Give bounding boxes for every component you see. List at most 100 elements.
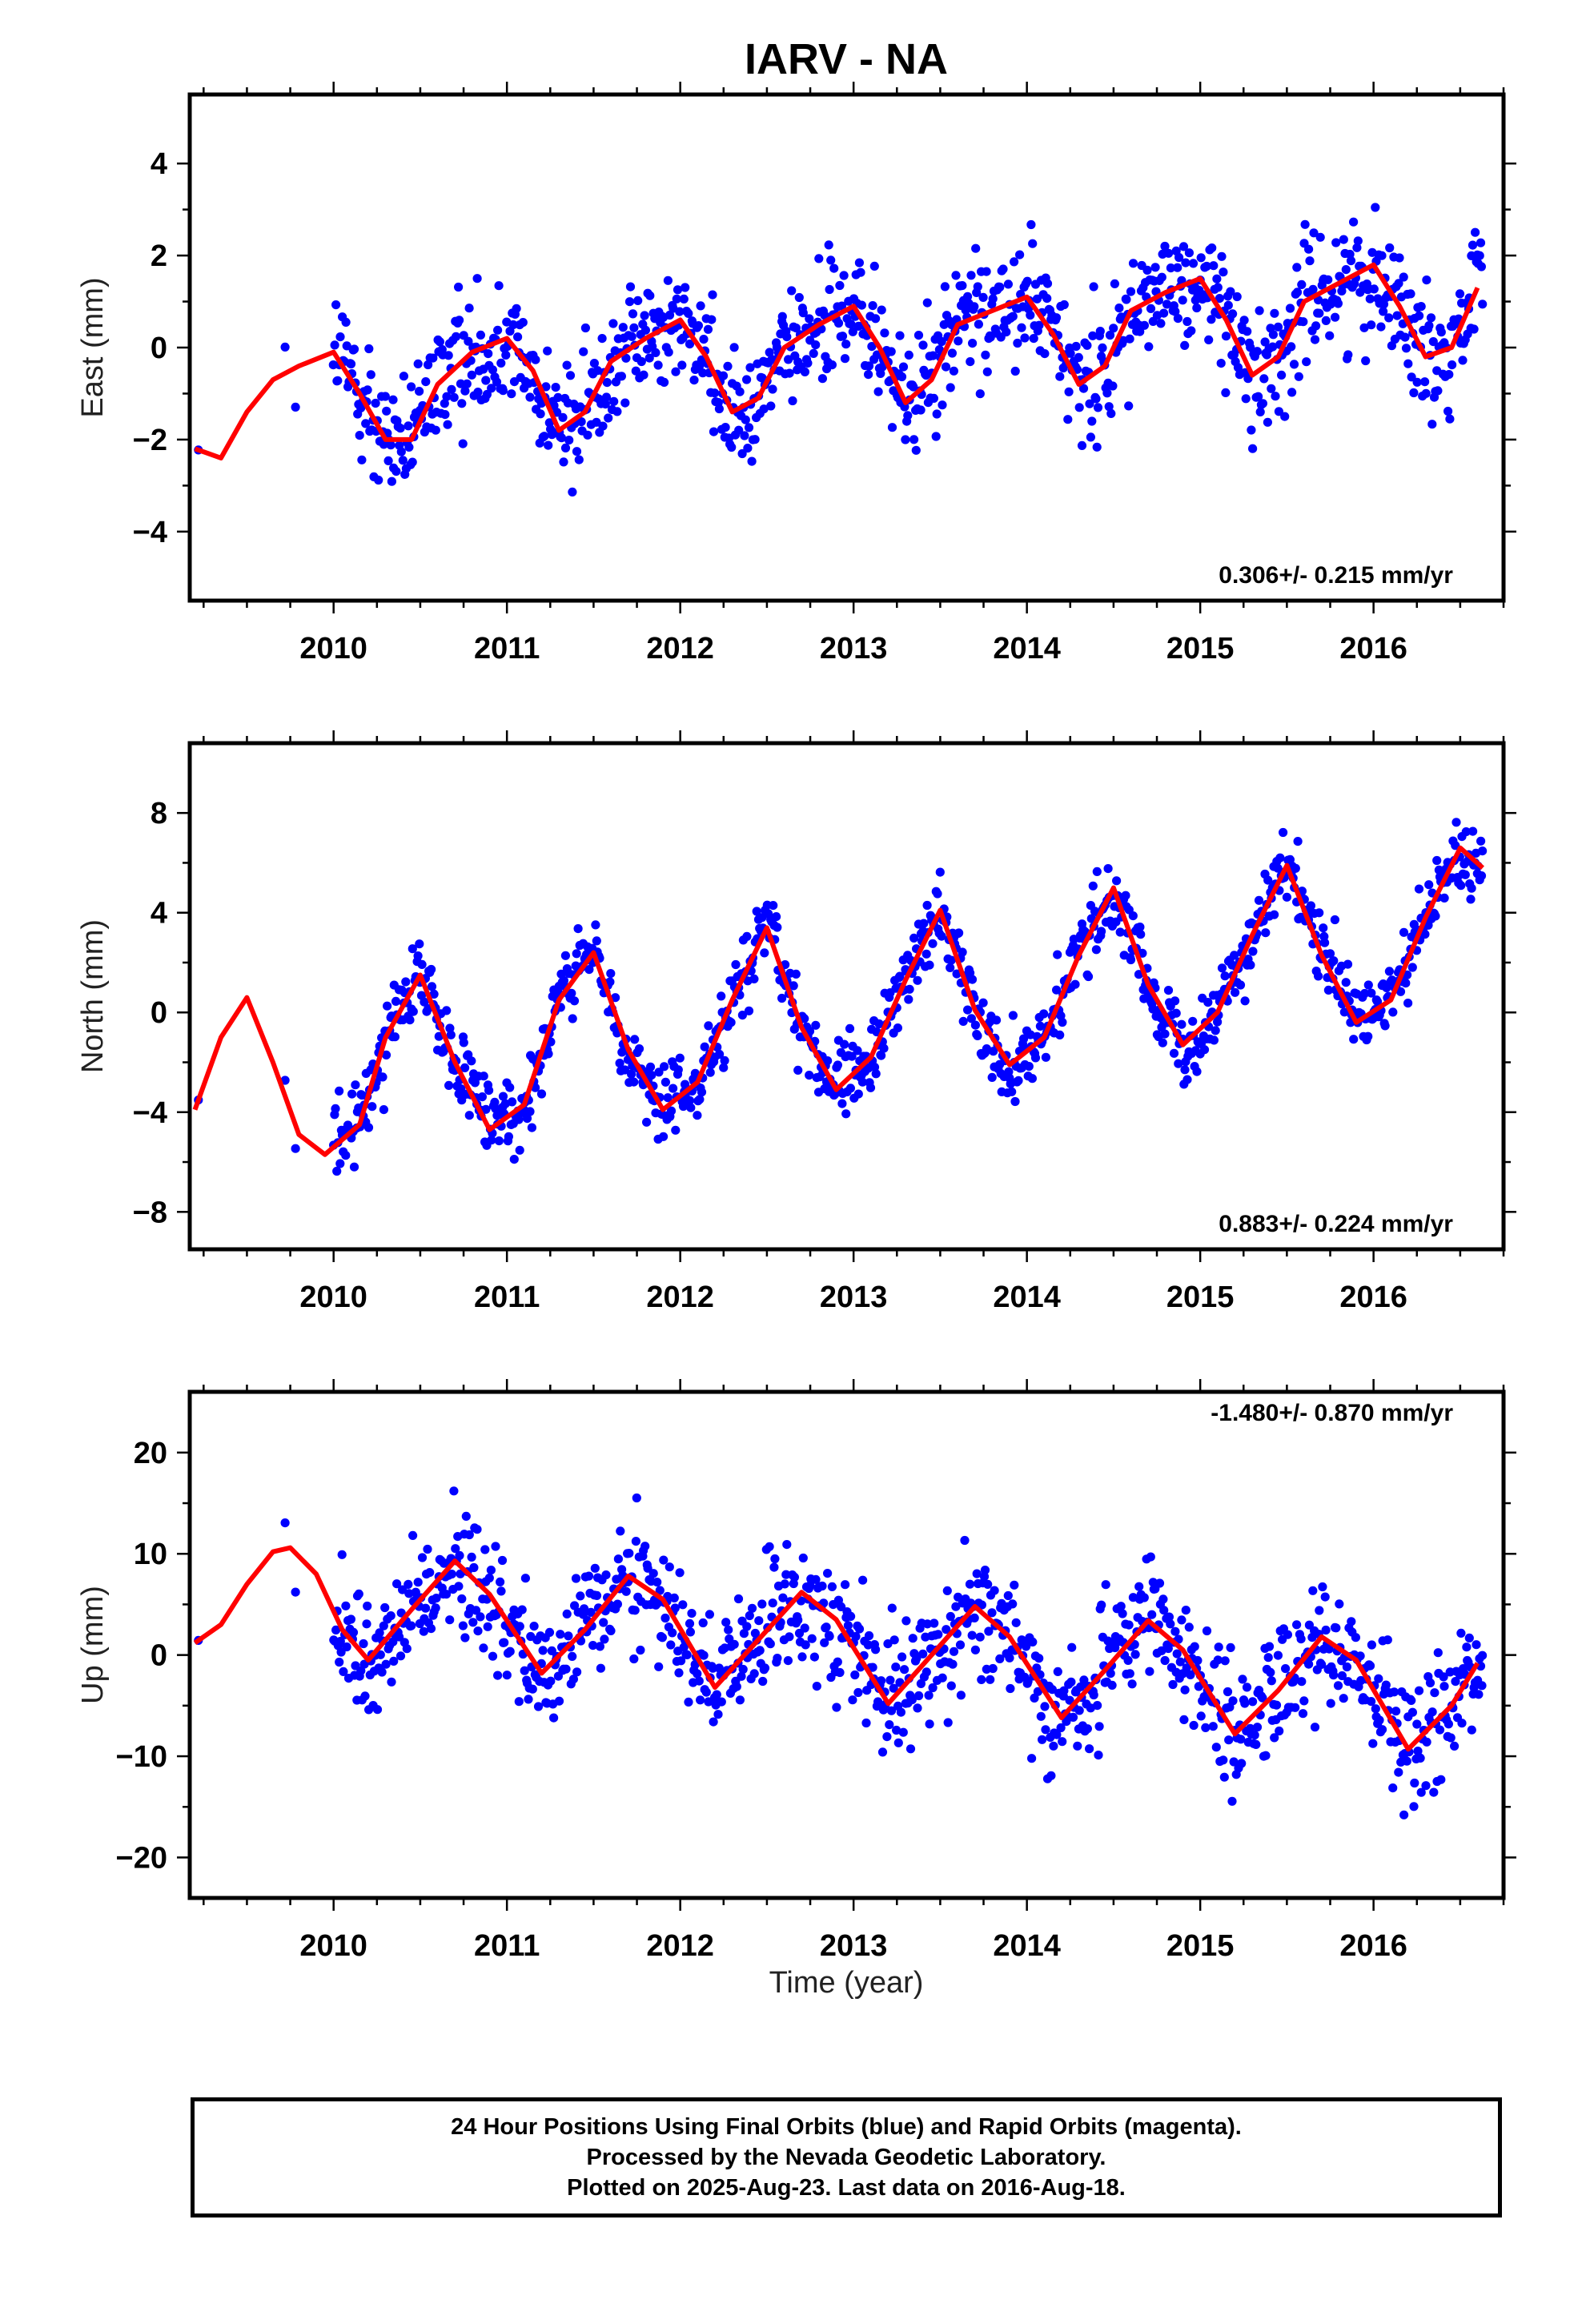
data-point <box>408 1007 418 1016</box>
data-point <box>579 347 588 356</box>
data-point <box>1103 864 1113 874</box>
data-point <box>421 1603 431 1613</box>
data-point <box>1163 1643 1173 1654</box>
data-point <box>951 1602 961 1611</box>
x-tick-label: 2015 <box>1166 632 1235 665</box>
data-point <box>1051 313 1062 323</box>
data-point <box>1186 326 1196 336</box>
data-point <box>346 359 356 369</box>
data-point <box>1455 289 1465 299</box>
data-point <box>1258 399 1267 408</box>
data-point <box>1173 263 1182 272</box>
data-point <box>461 1511 471 1521</box>
data-point <box>335 1636 345 1647</box>
data-point <box>1315 908 1324 918</box>
data-point <box>863 1640 873 1650</box>
data-point <box>1451 841 1460 850</box>
data-point <box>708 1663 718 1673</box>
data-point <box>431 425 440 435</box>
data-point <box>498 1092 508 1101</box>
data-point <box>417 1553 428 1562</box>
data-point <box>987 1608 997 1618</box>
data-point <box>1399 927 1409 937</box>
data-point <box>1264 1642 1275 1651</box>
data-point <box>291 1587 300 1597</box>
data-point <box>1042 294 1052 304</box>
data-point <box>1223 300 1233 310</box>
data-point <box>484 1086 494 1096</box>
data-point <box>877 1676 886 1686</box>
data-point <box>928 1683 938 1693</box>
data-point <box>1399 1810 1409 1819</box>
data-point <box>1146 1552 1155 1562</box>
data-point <box>1076 1682 1086 1691</box>
data-point <box>332 1166 342 1176</box>
data-point <box>483 1622 492 1631</box>
data-point <box>1002 328 1011 337</box>
data-point <box>1395 253 1404 263</box>
x-tick-label: 2014 <box>993 1281 1061 1314</box>
data-point <box>909 933 919 943</box>
data-point <box>1325 949 1335 959</box>
data-point <box>1073 1741 1082 1751</box>
data-point <box>1058 1737 1067 1747</box>
data-point <box>1450 1741 1460 1751</box>
data-point <box>1039 1009 1049 1019</box>
data-point <box>1388 1007 1398 1017</box>
data-point <box>640 325 651 335</box>
data-point <box>590 1563 600 1573</box>
data-point <box>1029 334 1038 344</box>
data-point <box>733 1594 744 1604</box>
data-point <box>360 1691 370 1701</box>
data-point <box>1089 1690 1098 1700</box>
data-point <box>362 1619 371 1629</box>
data-point <box>459 1038 468 1047</box>
data-point <box>946 1611 955 1622</box>
data-point <box>833 1060 842 1070</box>
data-point <box>335 332 345 342</box>
data-point <box>741 415 750 424</box>
data-point <box>809 1652 820 1662</box>
data-point <box>912 1654 921 1663</box>
data-point <box>476 330 486 340</box>
data-point <box>820 311 829 320</box>
data-point <box>1088 881 1098 891</box>
data-point <box>1381 1680 1391 1690</box>
data-point <box>342 1642 351 1652</box>
data-point <box>1421 388 1431 398</box>
data-point <box>1375 1715 1384 1725</box>
data-point <box>935 867 945 877</box>
data-point <box>773 923 782 932</box>
data-point <box>1020 333 1030 343</box>
data-point <box>1017 323 1026 332</box>
data-point <box>785 368 794 378</box>
data-point <box>980 1566 990 1575</box>
data-point <box>1190 1642 1199 1651</box>
data-point <box>509 1155 519 1164</box>
data-point <box>1174 252 1184 263</box>
data-point <box>1292 1620 1302 1630</box>
y-tick-label: 20 <box>134 1437 167 1470</box>
data-point <box>693 1111 702 1120</box>
data-point <box>812 1682 821 1691</box>
x-tick-label: 2013 <box>820 632 888 665</box>
data-point <box>983 1579 993 1589</box>
data-point <box>460 386 470 396</box>
data-point <box>464 336 473 346</box>
data-point <box>698 368 708 378</box>
data-point <box>1077 440 1087 451</box>
data-point <box>1163 986 1174 995</box>
data-point <box>1128 259 1138 268</box>
data-point <box>419 1626 428 1636</box>
data-point <box>363 385 372 395</box>
data-point <box>1263 875 1273 885</box>
data-point <box>1035 1021 1045 1031</box>
data-point <box>1270 308 1279 318</box>
data-point <box>749 974 759 983</box>
data-point <box>363 1123 374 1132</box>
data-point <box>491 1542 500 1551</box>
data-point <box>652 1578 662 1587</box>
data-point <box>1410 1778 1419 1788</box>
data-point <box>1177 1019 1186 1029</box>
data-point <box>1399 272 1408 282</box>
